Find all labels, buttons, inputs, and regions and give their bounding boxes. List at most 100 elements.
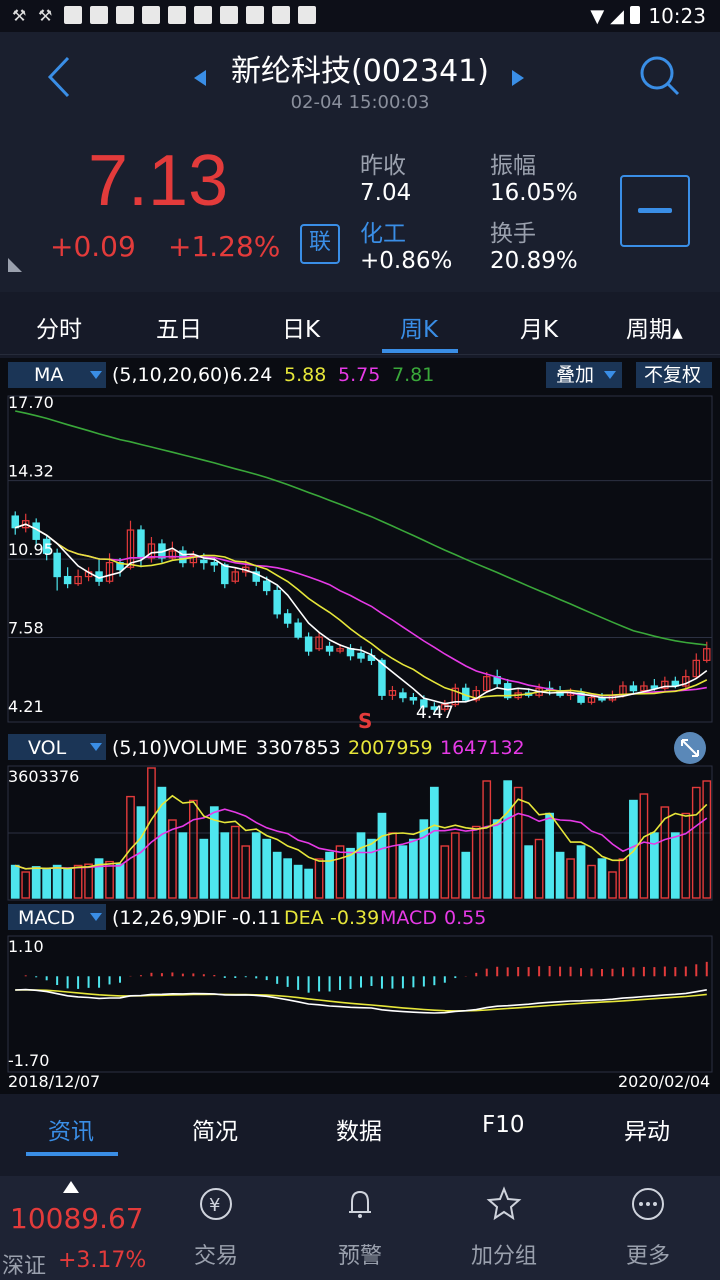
candle-body: [273, 589, 281, 615]
tab-news[interactable]: 资讯: [48, 1119, 94, 1145]
next-stock-icon[interactable]: [508, 68, 526, 88]
app-icon: [116, 6, 134, 24]
volume-bar: [691, 786, 701, 899]
volume-bar: [209, 806, 219, 899]
tab-five-day[interactable]: 五日: [156, 317, 202, 343]
triangle-up-icon: [63, 1181, 79, 1193]
volume-bar: [283, 858, 293, 899]
tab-period-label: 周期: [626, 317, 672, 343]
volume-bar: [429, 786, 439, 899]
expand-corner-icon[interactable]: [6, 256, 24, 274]
volume-bar: [545, 812, 554, 899]
volume-bar: [576, 845, 586, 899]
volume-bars: [10, 767, 712, 899]
candle-body: [262, 580, 271, 592]
back-icon[interactable]: [44, 54, 74, 100]
volume-bar: [367, 838, 376, 899]
tab-daily-k[interactable]: 日K: [282, 317, 321, 343]
tab-f10[interactable]: F10: [482, 1112, 525, 1138]
price-change: +0.09: [50, 230, 136, 263]
system-icons: ▼ ◢: [590, 6, 640, 27]
collapse-button[interactable]: [620, 175, 690, 247]
overlay-label: 叠加: [556, 364, 594, 386]
volume-bar: [681, 812, 691, 899]
info-tabs: 资讯 简况 数据 F10 异动: [0, 1094, 720, 1156]
tab-profile[interactable]: 简况: [192, 1119, 238, 1145]
candle-body: [388, 690, 397, 696]
ma10-line: [14, 523, 708, 700]
candle-body: [420, 699, 428, 708]
kline-chart[interactable]: MA (5,10,20,60) 6.24 5.88 5.75 7.81 叠加 不…: [0, 358, 720, 1094]
macd-grid: [7, 935, 713, 1073]
candle-body: [283, 613, 292, 624]
nav-add-group-label: 加分组: [470, 1244, 537, 1269]
volume-bar: [513, 786, 523, 899]
vol-value: 3307853: [256, 737, 341, 759]
candle-body: [210, 562, 219, 566]
turnover-label: 换手: [490, 221, 536, 247]
volume-bar: [503, 780, 513, 899]
index-value: 10089.67: [10, 1202, 144, 1235]
volume-bar: [702, 780, 712, 899]
star-icon: [486, 1186, 522, 1221]
tab-period[interactable]: 周期▲: [626, 310, 683, 344]
candle-body: [147, 543, 156, 559]
app-icon: [142, 6, 160, 24]
nav-alert-label: 预警: [337, 1244, 382, 1269]
candle-body: [577, 692, 585, 703]
candle-body: [587, 697, 596, 703]
vol-ma10-line: [14, 808, 708, 870]
price-tick-label: 10.95: [8, 540, 54, 559]
date-start: 2018/12/07: [8, 1072, 100, 1091]
volume-bar: [230, 825, 240, 899]
tab-monthly-k[interactable]: 月K: [520, 317, 559, 343]
volume-bar: [482, 780, 492, 899]
notification-icons: ⚒ ⚒: [12, 6, 316, 25]
macd-selector[interactable]: [8, 904, 106, 930]
price-tick-label: 7.58: [8, 619, 44, 638]
volume-bar: [293, 864, 303, 899]
volume-bar: [251, 832, 261, 899]
volume-bar: [597, 858, 607, 899]
nav-trade[interactable]: ¥ 交易: [166, 1176, 266, 1280]
volume-bar: [304, 868, 313, 899]
signal-app-icon: ⚒: [12, 6, 27, 25]
bottom-nav: 10089.67 深证 +3.17% ¥ 交易 预警 加分组 更多: [0, 1176, 720, 1280]
nav-alert[interactable]: 预警: [310, 1176, 410, 1280]
ma-selector-label: MA: [34, 364, 63, 386]
volume-bar: [639, 793, 649, 899]
active-tab-indicator: [382, 349, 458, 353]
candle-body: [482, 676, 491, 692]
index-change: +3.17%: [58, 1248, 147, 1273]
volume-bar: [534, 838, 544, 899]
macd-axis-bottom: -1.70: [8, 1051, 49, 1070]
link-badge[interactable]: 联: [300, 224, 340, 264]
ma-selector[interactable]: [8, 362, 106, 388]
volume-bar: [220, 832, 230, 899]
candle-body: [74, 575, 82, 585]
volume-bar: [650, 832, 659, 899]
prev-close-label: 昨收: [360, 153, 406, 179]
vol-selector[interactable]: [8, 734, 106, 760]
tab-intraday[interactable]: 分时: [36, 317, 82, 343]
volume-bar: [471, 825, 481, 899]
vol-ma5: 2007959: [348, 737, 433, 759]
candle-body: [451, 687, 460, 706]
tab-data[interactable]: 数据: [336, 1119, 382, 1145]
dropdown-icon: [90, 743, 102, 751]
index-ticker[interactable]: 10089.67 深证 +3.17%: [0, 1176, 146, 1280]
tab-weekly-k[interactable]: 周K: [400, 317, 439, 343]
sector-link[interactable]: 化工: [360, 221, 406, 247]
low-marker: 4.47: [416, 703, 454, 723]
search-icon[interactable]: [638, 54, 682, 100]
price-change-pct: +1.28%: [168, 230, 281, 263]
adjust-button[interactable]: [636, 362, 712, 388]
volume-bar: [84, 863, 93, 899]
prev-stock-icon[interactable]: [192, 68, 210, 88]
price-tick-label: 17.70: [8, 393, 54, 412]
nav-add-group[interactable]: 加分组: [454, 1176, 554, 1280]
tab-anomaly[interactable]: 异动: [624, 1119, 670, 1145]
volume-bar: [377, 812, 387, 899]
nav-more[interactable]: 更多: [598, 1176, 698, 1280]
dif-label: DIF: [196, 907, 227, 929]
